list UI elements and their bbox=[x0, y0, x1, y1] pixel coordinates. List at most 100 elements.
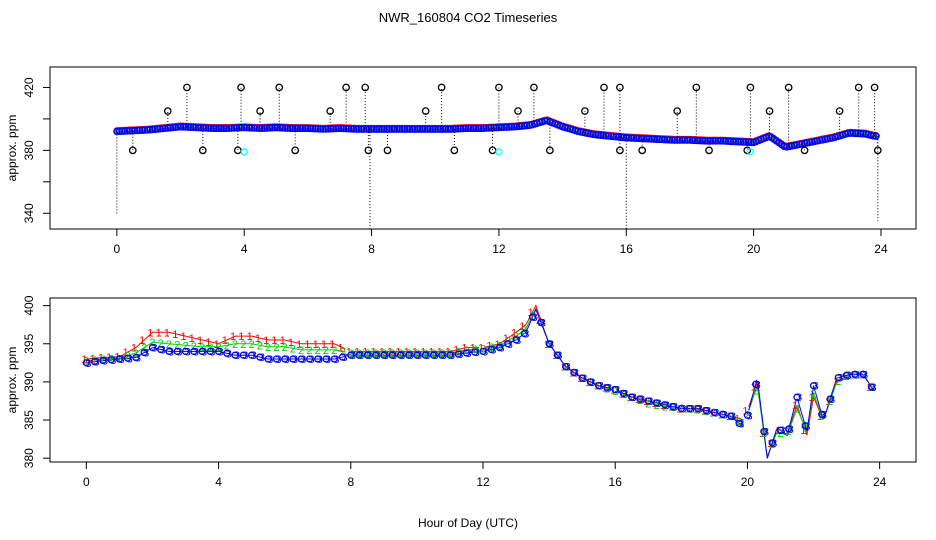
bottom-point-label: 3 bbox=[713, 407, 719, 419]
top-point-blue bbox=[627, 134, 636, 142]
bottom-point-label: 3 bbox=[168, 346, 174, 358]
top-point-blue bbox=[393, 125, 401, 133]
bottom-point-label: 2 bbox=[191, 341, 197, 353]
top-point-blue bbox=[655, 135, 664, 144]
top-x-tick-label: 0 bbox=[114, 242, 121, 256]
top-point-blue bbox=[635, 134, 643, 143]
top-flagged-point bbox=[746, 148, 755, 156]
bottom-point-label: 1 bbox=[280, 335, 286, 347]
bottom-point-circle bbox=[495, 343, 504, 352]
bottom-point-circle bbox=[157, 345, 165, 354]
top-point-blue bbox=[515, 122, 523, 131]
top-point-blue bbox=[594, 131, 602, 139]
bottom-point-label: 1 bbox=[470, 343, 476, 355]
top-point-blue bbox=[225, 124, 233, 133]
top-panel-frame bbox=[49, 66, 917, 230]
top-spike-point bbox=[746, 83, 755, 92]
bottom-point-label: 2 bbox=[224, 340, 230, 352]
top-point-blue bbox=[663, 136, 671, 144]
bottom-point-circle bbox=[90, 358, 99, 366]
top-point-blue bbox=[704, 137, 712, 145]
top-point-blue bbox=[709, 137, 717, 145]
top-point-blue bbox=[230, 124, 238, 132]
top-point-blue bbox=[143, 126, 152, 134]
bottom-point-label: 1 bbox=[263, 335, 269, 347]
bottom-point-label: 3 bbox=[672, 402, 678, 414]
top-point-blue bbox=[197, 124, 205, 132]
top-point-blue bbox=[220, 124, 228, 133]
bottom-point-label: 1 bbox=[528, 307, 534, 319]
bottom-point-circle bbox=[826, 395, 834, 403]
bottom-point-circle bbox=[479, 347, 487, 356]
bottom-point-label: 1 bbox=[552, 350, 558, 362]
bottom-point-label: 1 bbox=[577, 373, 583, 385]
top-point-blue bbox=[681, 136, 689, 144]
top-point-blue bbox=[383, 125, 391, 133]
chart-title: NWR_160804 CO2 Timeseries bbox=[379, 10, 558, 25]
bottom-point-label: 1 bbox=[255, 333, 261, 345]
bot-y-tick-label: 400 bbox=[22, 295, 36, 315]
top-point-blue bbox=[510, 123, 518, 131]
bottom-point-label: 3 bbox=[482, 346, 488, 358]
top-point-blue bbox=[706, 137, 715, 145]
bottom-point-label: 3 bbox=[242, 350, 248, 362]
top-point-blue bbox=[133, 126, 141, 135]
bottom-point-label: 3 bbox=[284, 354, 290, 366]
top-point-blue bbox=[426, 125, 434, 133]
top-point-blue bbox=[507, 123, 516, 131]
bottom-point-label: 1 bbox=[131, 343, 137, 355]
bottom-point-label: 1 bbox=[214, 339, 220, 351]
bottom-point-label: 1 bbox=[461, 343, 467, 355]
top-point-blue bbox=[640, 134, 648, 143]
top-point-blue bbox=[441, 125, 450, 133]
top-point-blue bbox=[299, 124, 307, 133]
bottom-point-circle bbox=[256, 353, 264, 361]
top-point-blue bbox=[849, 129, 857, 137]
bottom-point-label: 1 bbox=[519, 321, 525, 333]
bottom-point-label: 3 bbox=[457, 349, 463, 361]
bottom-point-circle bbox=[785, 425, 793, 433]
top-point-blue bbox=[502, 123, 511, 131]
bottom-point-label: 2 bbox=[447, 348, 453, 360]
bottom-point-label: 3 bbox=[465, 348, 471, 360]
top-point-blue bbox=[212, 124, 220, 133]
bottom-point-label: 2 bbox=[769, 439, 775, 451]
bottom-point-circle bbox=[223, 349, 231, 357]
bottom-point-circle bbox=[578, 374, 586, 382]
bottom-point-label: 3 bbox=[771, 438, 777, 450]
top-point-blue bbox=[255, 124, 264, 133]
top-point-blue bbox=[388, 125, 396, 133]
top-point-blue bbox=[204, 124, 213, 132]
bottom-point-label: 1 bbox=[561, 362, 567, 374]
bottom-point-circle bbox=[132, 353, 140, 362]
top-point-blue bbox=[227, 124, 236, 132]
top-point-blue bbox=[408, 125, 417, 133]
top-panel: 0 4 8 12 16 20 24 340 380 420 approx. ppm bbox=[5, 66, 917, 256]
bottom-point-circle bbox=[454, 350, 462, 358]
bottom-point-label: 2 bbox=[546, 339, 552, 351]
top-point-blue bbox=[479, 124, 488, 133]
top-point-blue bbox=[454, 125, 462, 133]
top-point-blue bbox=[276, 124, 284, 132]
top-x-tick-label: 20 bbox=[747, 242, 761, 256]
bottom-point-label: 3 bbox=[804, 421, 810, 433]
top-point-blue bbox=[194, 123, 203, 132]
top-point-blue bbox=[416, 125, 424, 133]
bottom-point-label: 3 bbox=[548, 339, 554, 351]
top-point-blue bbox=[159, 124, 167, 133]
bottom-point-label: 2 bbox=[232, 339, 238, 351]
bottom-point-circle bbox=[305, 355, 314, 363]
top-point-blue bbox=[115, 127, 124, 136]
bottom-point-label: 2 bbox=[463, 345, 469, 357]
bottom-point-label: 3 bbox=[399, 350, 405, 362]
bottom-point-label: 1 bbox=[189, 333, 195, 345]
bottom-point-label: 1 bbox=[569, 367, 575, 379]
bottom-point-label: 1 bbox=[651, 398, 657, 410]
bottom-point-label: 3 bbox=[523, 329, 529, 341]
top-point-blue bbox=[686, 136, 694, 144]
bottom-point-circle bbox=[355, 351, 363, 359]
top-point-blue bbox=[436, 125, 445, 133]
top-spike-point bbox=[530, 83, 538, 92]
top-spike-point bbox=[275, 83, 284, 92]
bottom-point-circle bbox=[520, 329, 528, 338]
